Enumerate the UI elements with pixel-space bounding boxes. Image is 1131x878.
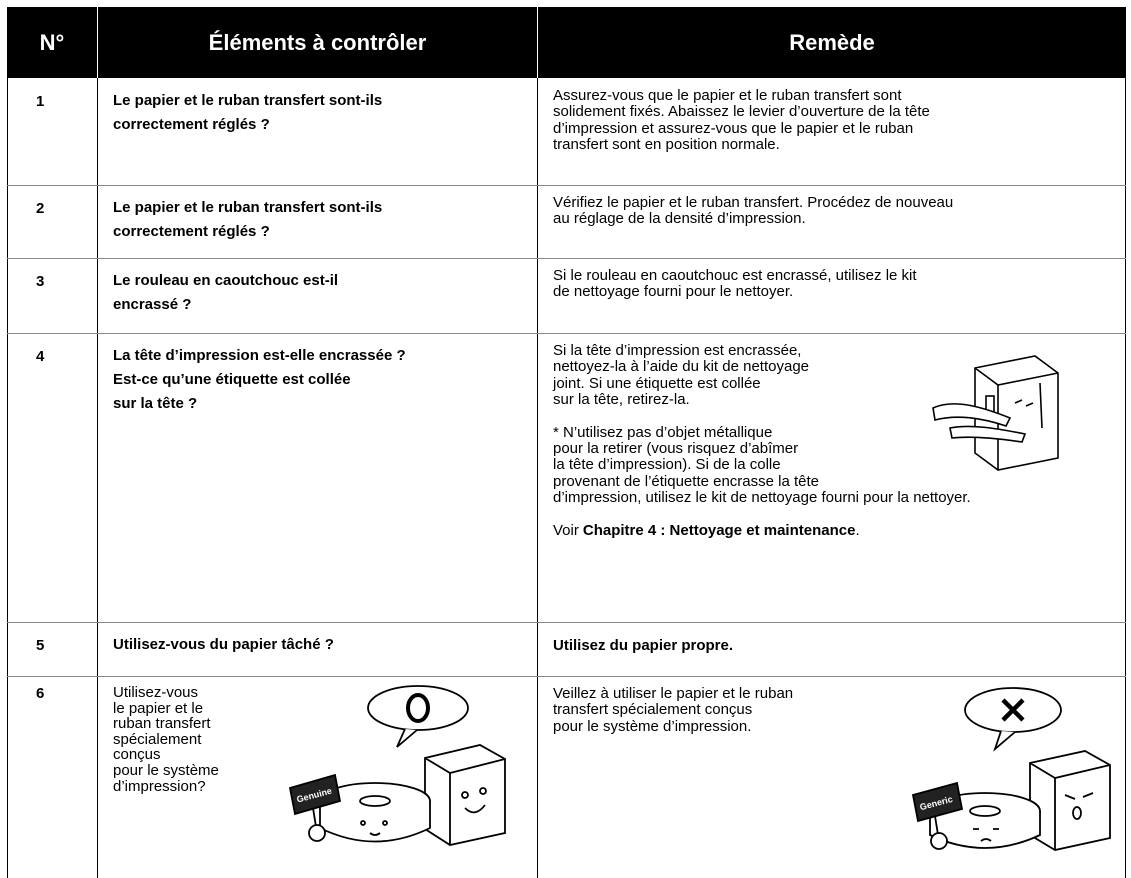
remedy-paragraph: Veillez à utiliser le papier et le ruban… [553, 685, 794, 735]
cleaning-illustration [932, 355, 1059, 471]
remedy-line: transfert spécialement conçus [553, 701, 753, 719]
remedy-line: sur la tête, retirez-la. [553, 391, 690, 409]
genuine-illustration: Genuine [288, 685, 506, 846]
header-number: N° [7, 7, 97, 78]
check-line: ruban transfert [113, 715, 211, 733]
remedy-paragraph: Si le rouleau en caoutchouc est encrassé… [553, 267, 917, 301]
remedy-line: pour la retirer (vous risquez d’abîmer [553, 440, 799, 458]
check-line: correctement réglés ? [113, 116, 270, 133]
rule [537, 78, 538, 878]
check-line: Est-ce qu’une étiquette est collée [113, 371, 351, 388]
remedy-line: la tête d’impression). Si de la colle [553, 456, 781, 474]
remedy-paragraph: Assurez-vous que le papier et le ruban t… [553, 87, 930, 154]
remedy-line: au réglage de la densité d’impression. [553, 210, 806, 228]
remedy-paragraph: Vérifiez le papier et le ruban transfert… [553, 194, 954, 228]
remedy-paragraph: * N’utilisez pas d’objet métallique pour … [553, 423, 971, 507]
row-number: 4 [36, 348, 45, 365]
remedy-line: nettoyez-la à l’aide du kit de nettoyage [553, 358, 810, 376]
check-line: Le papier et le ruban transfert sont-ils [113, 92, 383, 109]
remedy-line: d’impression et assurez-vous que le papi… [553, 119, 914, 137]
remedy-line: Assurez-vous que le papier et le ruban t… [553, 87, 902, 104]
row-number: 6 [36, 685, 45, 702]
check-cell: Utilisez-vous du papier tâché ? [113, 633, 334, 657]
remedy-line: Utilisez du papier propre. [553, 637, 734, 654]
rule [1125, 78, 1126, 878]
row-separator [7, 258, 1126, 259]
see-also-prefix: Voir [553, 521, 579, 539]
check-cell: Le papier et le ruban transfert sont-ils… [113, 196, 382, 244]
check-line: correctement réglés ? [113, 223, 270, 240]
remedy-cell: Si le rouleau en caoutchouc est encrassé… [553, 267, 917, 317]
remedy-cell: Vérifiez le papier et le ruban transfert… [553, 194, 954, 244]
rule [97, 78, 98, 878]
remedy-line: Si le rouleau en caoutchouc est encrassé… [553, 267, 917, 284]
remedy-paragraph: Utilisez du papier propre. [553, 637, 734, 654]
remedy-line: * N’utilisez pas d’objet métallique [553, 423, 773, 441]
check-cell: Le papier et le ruban transfert sont-ils… [113, 89, 382, 137]
remedy-paragraph: Si la tête d’impression est encrassée, ne… [553, 342, 971, 409]
remedy-line: d’impression, utilisez le kit de nettoya… [553, 489, 971, 507]
check-line: conçus [113, 746, 161, 764]
remedy-line: joint. Si une étiquette est collée [553, 374, 761, 392]
row-separator [7, 622, 1126, 623]
remedy-line: provenant de l’étiquette encrasse la têt… [553, 472, 820, 490]
check-line: Le papier et le ruban transfert sont-ils [113, 199, 383, 216]
check-line: spécialement [113, 730, 202, 748]
remedy-line: Vérifiez le papier et le ruban transfert… [553, 194, 954, 211]
remedy-line: Veillez à utiliser le papier et le ruban [553, 685, 794, 702]
header-check: Éléments à contrôler [98, 7, 537, 78]
see-also-reference: Chapitre 4 : Nettoyage et maintenance [582, 521, 856, 539]
check-cell: La tête d’impression est-elle encrassée … [113, 344, 406, 416]
row-number: 3 [36, 273, 45, 290]
remedy-cell: Utilisez du papier propre. [553, 637, 734, 670]
remedy-line: pour le système d’impression. [553, 717, 752, 735]
generic-illustration: Generic [911, 687, 1111, 851]
header-remedy: Remède [538, 7, 1126, 78]
row-separator [7, 333, 1126, 334]
check-line: sur la tête ? [113, 395, 198, 412]
see-also-suffix: . [855, 521, 860, 539]
remedy-line: solidement fixés. Abaissez le levier d’o… [553, 103, 930, 121]
remedy-line: Si la tête d’impression est encrassée, [553, 342, 802, 359]
rule [7, 78, 8, 878]
check-line: Utilisez-vous [113, 684, 199, 701]
check-line: pour le système [113, 761, 219, 779]
remedy-cell: Veillez à utiliser le papier et le ruban… [553, 685, 794, 751]
check-line: le papier et le [113, 699, 204, 717]
row-separator [7, 185, 1126, 186]
check-cell: Le rouleau en caoutchouc est-il encrassé … [113, 269, 338, 317]
row-number: 5 [36, 637, 45, 654]
row-number: 2 [36, 200, 45, 217]
check-line: Utilisez-vous du papier tâché ? [113, 636, 334, 653]
check-line: La tête d’impression est-elle encrassée … [113, 347, 406, 364]
remedy-line: de nettoyage fourni pour le nettoyer. [553, 283, 794, 301]
remedy-cell: Assurez-vous que le papier et le ruban t… [553, 87, 930, 170]
row-number: 1 [36, 93, 45, 110]
remedy-cell: Si la tête d’impression est encrassée, ne… [553, 342, 971, 539]
check-line: Le rouleau en caoutchouc est-il [113, 272, 339, 289]
check-line: d’impression? [113, 777, 206, 795]
check-cell: Utilisez-vous le papier et le ruban transf… [113, 685, 219, 794]
remedy-line: transfert sont en position normale. [553, 136, 780, 154]
see-also: Voir Chapitre 4 : Nettoyage et maintenanc… [553, 521, 971, 539]
check-line: encrassé ? [113, 296, 192, 313]
row-separator [7, 676, 1126, 677]
